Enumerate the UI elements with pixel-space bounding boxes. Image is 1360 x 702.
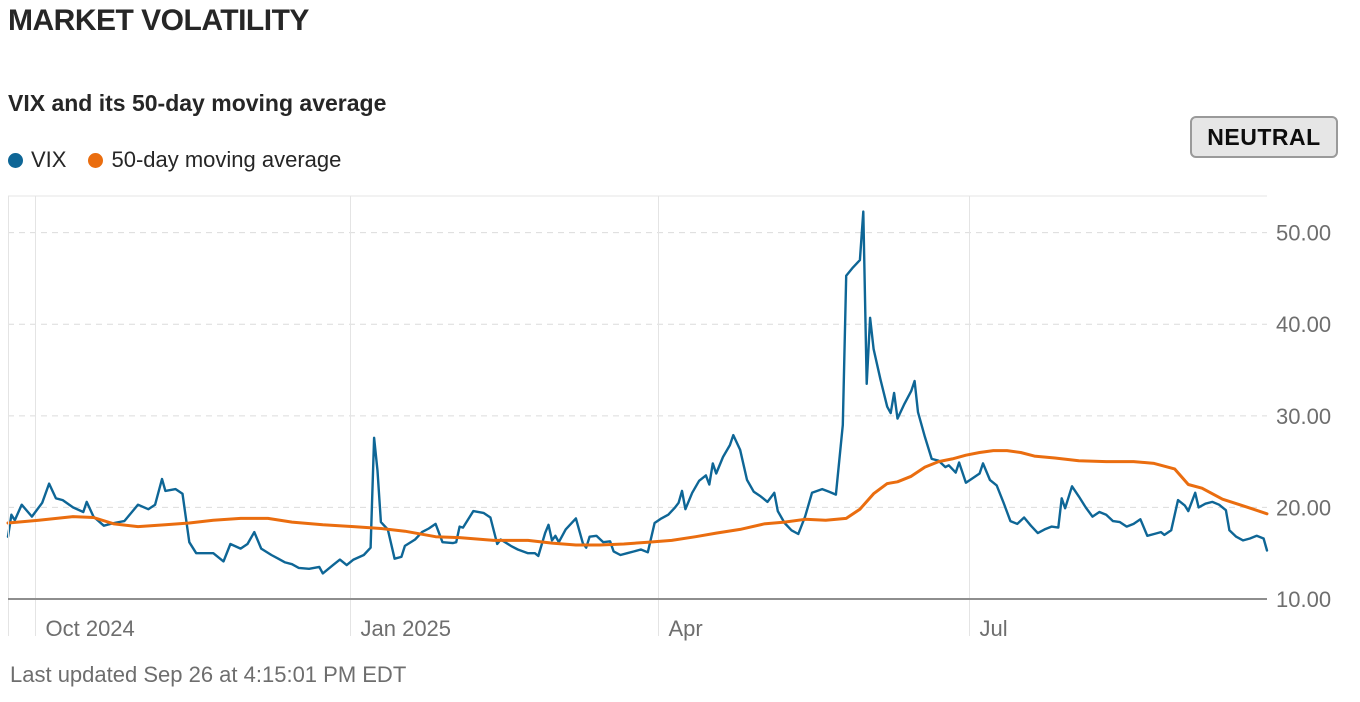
moving-average-series-line [6, 449, 1269, 547]
y-tick-label: 10.00 [1276, 587, 1331, 612]
legend-label-vix: VIX [31, 147, 67, 172]
series-layer [6, 210, 1269, 575]
legend-label-moving-average: 50-day moving average [111, 147, 342, 172]
chart-legend: VIX 50-day moving average [8, 147, 363, 173]
x-tick-label: Oct 2024 [46, 616, 135, 641]
page-title: MARKET VOLATILITY [8, 4, 309, 37]
legend-marker-vix [8, 152, 23, 168]
last-updated-text: Last updated Sep 26 at 4:15:01 PM EDT [10, 662, 407, 687]
vix-series-line [6, 210, 1269, 575]
legend-item-vix: VIX [8, 147, 66, 173]
x-tick-label: Apr [669, 616, 703, 641]
axis-layer: 10.00 20.00 30.00 40.00 50.00 Oct 2024 Jan 202… [8, 196, 1331, 641]
x-tick-label: Jul [980, 616, 1008, 641]
y-tick-label: 20.00 [1276, 495, 1331, 520]
grid-layer [8, 195, 1267, 599]
legend-item-moving-average: 50-day moving average [88, 147, 341, 173]
x-tick-label: Jan 2025 [361, 616, 452, 641]
y-tick-label: 50.00 [1276, 221, 1331, 246]
y-tick-label: 30.00 [1276, 404, 1331, 429]
chart-title: VIX and its 50-day moving average [8, 90, 387, 116]
y-tick-label: 40.00 [1276, 312, 1331, 337]
status-badge: NEUTRAL [1190, 116, 1338, 158]
legend-marker-moving-average [88, 152, 104, 168]
